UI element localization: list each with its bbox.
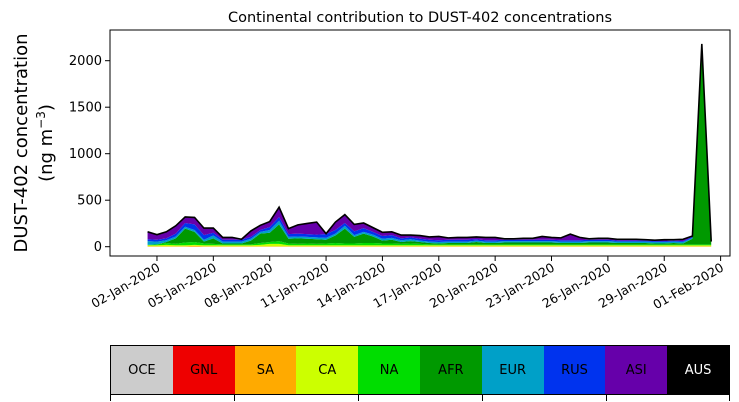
y-axis-label-unit-close: ) <box>36 104 57 111</box>
area-chart: Continental contribution to DUST-402 con… <box>11 10 731 312</box>
legend-item-rus: RUS <box>543 346 606 394</box>
total-concentration-line <box>147 43 713 242</box>
area-series-sa <box>147 245 712 247</box>
legend-tick-mark <box>606 394 607 401</box>
area-series-na <box>147 241 712 246</box>
legend-item-aus: AUS <box>667 346 729 394</box>
chart-title: Continental contribution to DUST-402 con… <box>228 10 612 26</box>
legend-item-afr: AFR <box>419 346 482 394</box>
plot-frame <box>109 29 731 257</box>
y-axis-label-line2: (ng m−3) <box>34 104 57 182</box>
area-series-ca <box>147 243 712 247</box>
legend-tick-mark <box>234 394 235 401</box>
y-tick-label: 1000 <box>69 147 102 162</box>
y-axis-label-unit-exponent: −3 <box>34 111 48 129</box>
legend-ticks <box>110 394 730 402</box>
legend-item-oce: OCE <box>111 346 173 394</box>
area-series-asi <box>147 43 712 242</box>
legend-tick-mark <box>358 394 359 401</box>
legend-item-na: NA <box>358 346 420 394</box>
legend-tick-mark <box>110 394 111 401</box>
y-tick-label: 1500 <box>69 101 102 116</box>
x-axis: 02-Jan-202005-Jan-202008-Jan-202011-Jan-… <box>89 256 726 312</box>
legend-item-sa: SA <box>234 346 297 394</box>
y-axis-label-line1: DUST-402 concentration <box>11 33 32 252</box>
legend-tick-mark <box>729 394 730 401</box>
color-legend: OCE GNL SA CA NA AFR EUR RUS ASI AUS <box>110 345 730 395</box>
legend-item-ca: CA <box>296 346 359 394</box>
legend-tick-mark <box>482 394 483 401</box>
legend-item-eur: EUR <box>481 346 544 394</box>
area-series-afr <box>147 45 712 245</box>
y-axis-label: DUST-402 concentration (ng m−3) <box>11 33 57 252</box>
area-series-eur <box>147 44 712 245</box>
legend-item-gnl: GNL <box>172 346 235 394</box>
area-series-group <box>147 43 712 247</box>
area-series-rus <box>147 44 712 243</box>
y-tick-label: 500 <box>77 194 102 209</box>
y-tick-label: 0 <box>94 240 102 255</box>
legend-item-asi: ASI <box>605 346 668 394</box>
y-tick-label: 2000 <box>69 54 102 69</box>
y-axis: 0 500 1000 1500 2000 <box>69 54 110 255</box>
y-axis-label-unit: (ng m <box>36 129 57 182</box>
